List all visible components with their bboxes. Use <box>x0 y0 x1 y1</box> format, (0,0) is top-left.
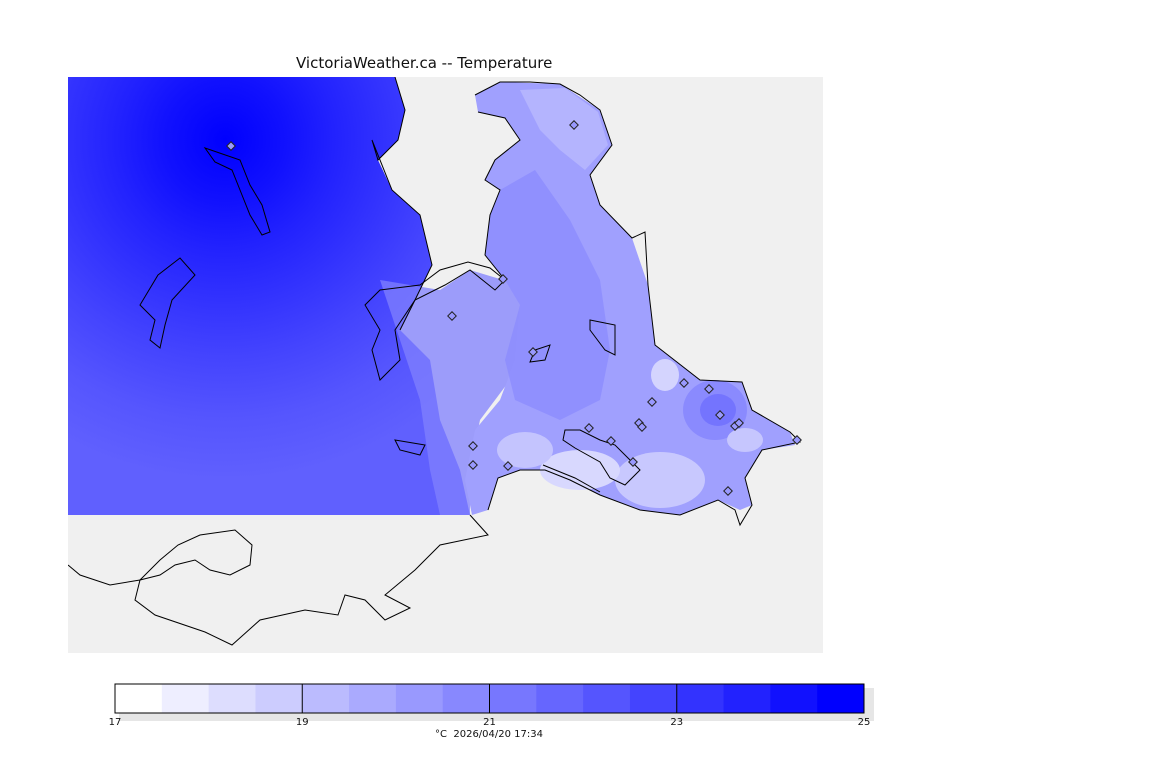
station-marker[interactable] <box>503 461 513 471</box>
legend-color-swatch <box>723 684 771 713</box>
station-marker[interactable] <box>498 274 508 284</box>
legend-color-swatch <box>349 684 397 713</box>
cool-spot-west <box>497 432 553 468</box>
station-marker[interactable] <box>628 457 638 467</box>
legend-footer: °C 2026/04/20 17:34 <box>435 729 543 740</box>
station-marker[interactable] <box>704 384 714 394</box>
legend-color-swatch <box>536 684 584 713</box>
legend-tick-label: 21 <box>483 717 496 728</box>
legend-color-swatch <box>583 684 631 713</box>
station-marker[interactable] <box>679 378 689 388</box>
north-cool-band <box>520 88 608 170</box>
legend-tick-label: 25 <box>857 717 871 728</box>
legend-color-swatch <box>208 684 256 713</box>
station-marker[interactable] <box>792 435 802 445</box>
legend-tick-label: 17 <box>108 717 122 728</box>
legend-color-swatch <box>161 684 210 713</box>
west-transition-band <box>380 270 540 515</box>
unit-label: °C <box>435 729 447 740</box>
legend-color-swatch <box>817 684 865 713</box>
station-marker[interactable] <box>647 397 657 407</box>
east-warm-core <box>700 394 736 426</box>
station-marker[interactable] <box>447 311 457 321</box>
station-markers <box>226 120 802 496</box>
legend-tick-label: 23 <box>670 717 684 728</box>
legend-color-swatch <box>629 684 678 713</box>
cool-spot-south <box>615 452 705 508</box>
cool-spot-east <box>651 359 679 391</box>
east-central-band <box>485 170 610 420</box>
station-marker[interactable] <box>637 422 647 432</box>
map-title: VictoriaWeather.ca -- Temperature <box>296 54 553 72</box>
station-marker[interactable] <box>569 120 579 130</box>
legend-color-swatch <box>442 684 490 713</box>
station-marker[interactable] <box>606 436 616 446</box>
station-marker[interactable] <box>734 418 744 428</box>
station-marker[interactable] <box>226 141 236 151</box>
coastlines <box>68 77 802 646</box>
west-temperature-field <box>68 77 470 515</box>
station-marker[interactable] <box>715 410 725 420</box>
legend-color-swatch <box>489 684 537 713</box>
legend-color-swatch <box>395 684 444 713</box>
station-marker[interactable] <box>723 486 733 496</box>
legend-color-swatch <box>302 684 350 713</box>
color-legend-bar <box>114 683 874 721</box>
station-marker[interactable] <box>584 423 594 433</box>
cool-spot-harbour <box>540 450 620 490</box>
legend-color-swatch <box>115 684 163 713</box>
legend-color-swatch <box>676 684 725 713</box>
station-marker[interactable] <box>528 347 538 357</box>
timestamp: 2026/04/20 17:34 <box>453 729 543 740</box>
legend-tick-label: 19 <box>295 717 309 728</box>
station-marker[interactable] <box>468 460 478 470</box>
map-frame <box>68 77 823 653</box>
legend-color-swatch <box>770 684 818 713</box>
legend-color-swatch <box>255 684 303 713</box>
station-marker[interactable] <box>468 441 478 451</box>
cool-spot-bay <box>727 428 763 452</box>
